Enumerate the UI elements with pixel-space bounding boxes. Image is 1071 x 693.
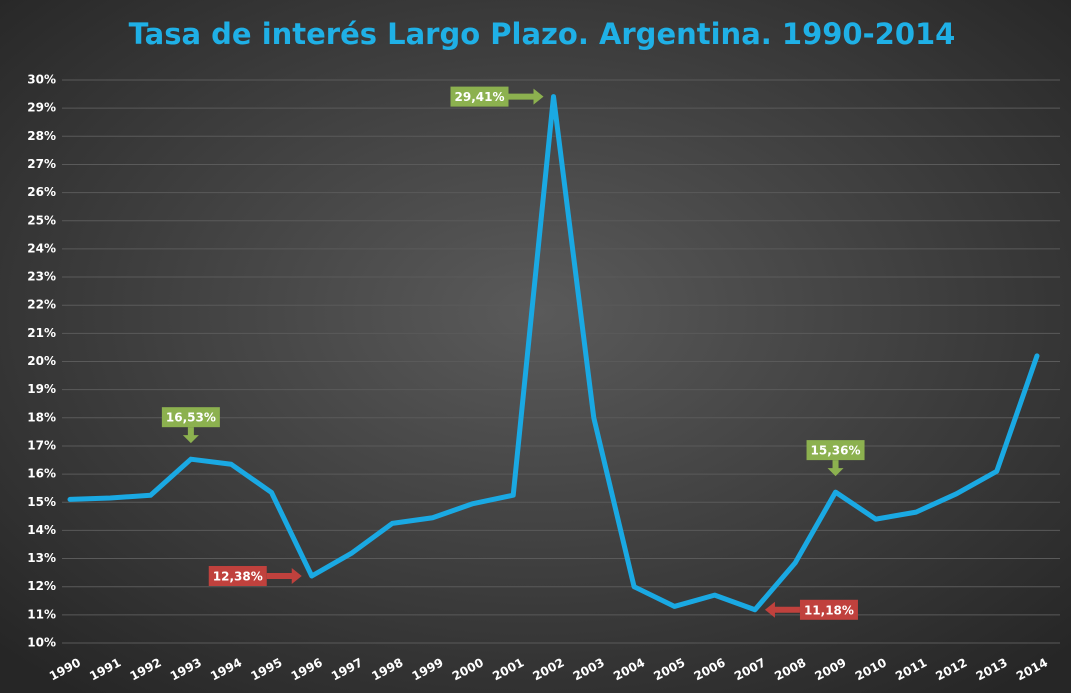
value-label: 15,36% [811, 444, 861, 458]
y-tick-label: 29% [27, 101, 56, 115]
y-tick-label: 18% [27, 410, 56, 424]
y-tick-label: 22% [27, 298, 56, 312]
y-tick-label: 21% [27, 326, 56, 340]
y-tick-label: 16% [27, 467, 56, 481]
label-arrow [266, 568, 302, 585]
y-tick-label: 20% [27, 354, 56, 368]
label-box [799, 599, 858, 620]
value-label: 12,38% [213, 570, 263, 584]
chart-title: Tasa de interés Largo Plazo. Argentina. … [129, 17, 956, 51]
value-label: 16,53% [166, 411, 216, 425]
y-tick-label: 17% [27, 438, 56, 452]
y-tick-label: 26% [27, 185, 56, 199]
data-line [67, 94, 1040, 613]
y-tick-label: 30% [27, 73, 56, 87]
label-box [450, 86, 509, 107]
y-tick-label: 10% [27, 636, 56, 650]
label-arrow [764, 601, 800, 618]
y-tick-label: 23% [27, 270, 56, 284]
label-arrow [508, 88, 544, 105]
label-box [806, 440, 865, 461]
value-label: 29,41% [455, 90, 505, 104]
label-arrow [827, 460, 844, 477]
y-tick-label: 24% [27, 241, 56, 255]
y-tick-label: 25% [27, 213, 56, 227]
y-tick-label: 28% [27, 129, 56, 143]
y-tick-label: 14% [27, 523, 56, 537]
y-tick-label: 13% [27, 551, 56, 565]
y-tick-label: 27% [27, 157, 56, 171]
y-tick-label: 19% [27, 382, 56, 396]
label-box [208, 566, 267, 587]
y-tick-label: 12% [27, 579, 56, 593]
label-box [161, 407, 220, 428]
y-tick-label: 11% [27, 607, 56, 621]
y-tick-label: 15% [27, 495, 56, 509]
value-label: 11,18% [804, 603, 854, 617]
label-arrow [182, 427, 199, 444]
